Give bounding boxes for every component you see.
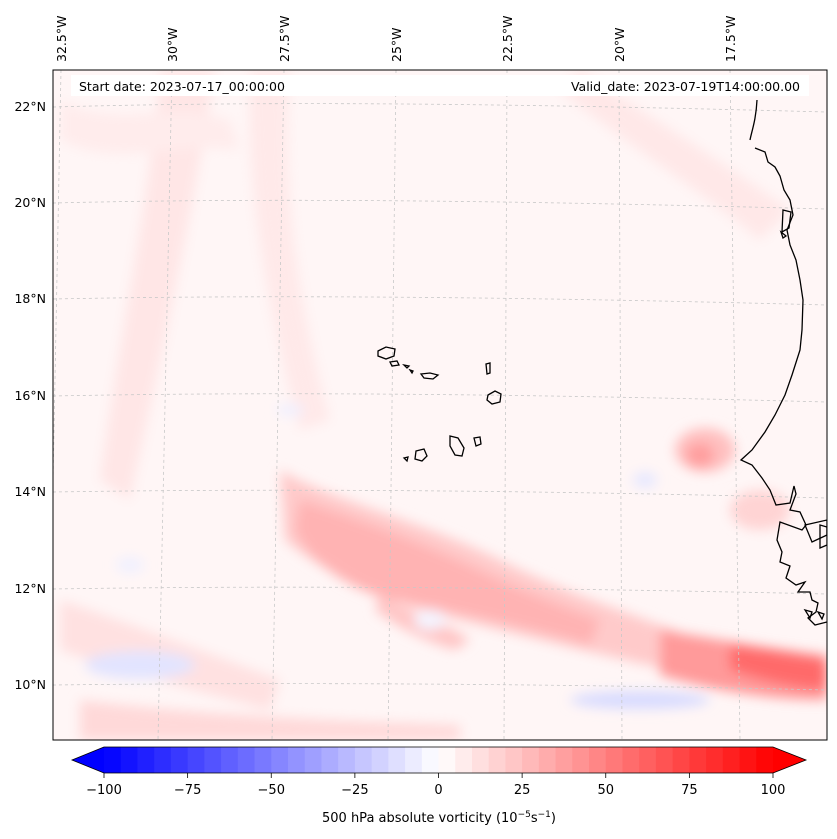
colorbar-cell xyxy=(221,747,239,773)
colorbar-cells xyxy=(104,747,774,773)
colorbar-cell xyxy=(388,747,406,773)
lat-label: 12°N xyxy=(14,581,46,596)
colorbar-tick-label: −100 xyxy=(86,783,122,798)
colorbar-cell xyxy=(321,747,339,773)
lat-label: 22°N xyxy=(14,99,46,114)
colorbar-tick-label: 50 xyxy=(597,783,614,798)
lat-label: 18°N xyxy=(14,291,46,306)
colorbar-cell xyxy=(137,747,155,773)
colorbar-cell xyxy=(154,747,172,773)
lat-label: 16°N xyxy=(14,388,46,403)
latitude-labels: 22°N 20°N 18°N 16°N 14°N 12°N 10°N xyxy=(14,99,46,692)
colorbar-cell xyxy=(555,747,573,773)
colorbar-cell xyxy=(371,747,389,773)
colorbar-tick-label: 25 xyxy=(514,783,531,798)
lon-label: 17.5°W xyxy=(723,16,738,62)
colorbar-cell xyxy=(170,747,189,773)
colorbar-cell xyxy=(572,747,590,773)
vorticity-patches xyxy=(60,70,827,740)
colorbar-cell xyxy=(455,747,473,773)
vorticity-field xyxy=(53,70,827,740)
colorbar-cell xyxy=(739,747,757,773)
valid-date: Valid_date: 2023-07-19T14:00:00.00 xyxy=(571,79,800,94)
colorbar-cell xyxy=(655,747,674,773)
colorbar-cell xyxy=(438,747,456,773)
colorbar-cell xyxy=(672,747,690,773)
colorbar-cell xyxy=(722,747,741,773)
colorbar-tick-label: 0 xyxy=(434,783,442,798)
colorbar-cell xyxy=(104,747,122,773)
colorbar: −100 −75 −50 −25 0 25 50 75 100 500 hPa absolute… xyxy=(70,746,808,826)
colorbar-label: 500 hPa absolute vorticity (10−5s−1) xyxy=(322,810,556,826)
colorbar-ticks: −100 −75 −50 −25 0 25 50 75 100 xyxy=(86,773,785,798)
colorbar-cell xyxy=(471,747,490,773)
colorbar-cell xyxy=(187,747,205,773)
colorbar-tick-label: −75 xyxy=(174,783,201,798)
map-frame xyxy=(52,69,828,741)
colorbar-cell xyxy=(287,747,306,773)
african-coastline xyxy=(739,99,827,626)
colorbar-cell xyxy=(505,747,523,773)
date-banner xyxy=(71,75,809,96)
colorbar-cell xyxy=(589,747,607,773)
colorbar-cell xyxy=(254,747,272,773)
graticule xyxy=(53,70,827,740)
cape-verde-islands xyxy=(377,346,502,463)
lon-label: 22.5°W xyxy=(500,16,515,62)
colorbar-tick-label: 100 xyxy=(761,783,786,798)
colorbar-cell xyxy=(354,747,373,773)
lat-label: 14°N xyxy=(14,484,46,499)
colorbar-cell xyxy=(421,747,440,773)
colorbar-cell xyxy=(488,747,507,773)
lon-label: 25°W xyxy=(389,27,404,62)
colorbar-cell xyxy=(756,747,774,773)
lon-label: 30°W xyxy=(165,27,180,62)
colorbar-min-arrow xyxy=(72,747,104,773)
colorbar-cell xyxy=(120,747,139,773)
lat-label: 10°N xyxy=(14,677,46,692)
colorbar-cell xyxy=(237,747,256,773)
start-date: Start date: 2023-07-17_00:00:00 xyxy=(79,79,285,94)
lat-label: 20°N xyxy=(14,195,46,210)
colorbar-cell xyxy=(204,747,222,773)
lon-label: 32.5°W xyxy=(54,16,69,62)
lon-label: 27.5°W xyxy=(277,16,292,62)
colorbar-cell xyxy=(538,747,557,773)
colorbar-tick-label: −50 xyxy=(258,783,285,798)
colorbar-cell xyxy=(522,747,540,773)
colorbar-tick-label: 75 xyxy=(681,783,698,798)
lon-label: 20°W xyxy=(612,27,627,62)
colorbar-cell xyxy=(271,747,289,773)
colorbar-cell xyxy=(304,747,323,773)
colorbar-cell xyxy=(405,747,423,773)
colorbar-tick-label: −25 xyxy=(341,783,368,798)
colorbar-cell xyxy=(689,747,707,773)
colorbar-cell xyxy=(706,747,724,773)
colorbar-cell xyxy=(338,747,356,773)
colorbar-cell xyxy=(622,747,640,773)
colorbar-cell xyxy=(605,747,624,773)
colorbar-cell xyxy=(639,747,657,773)
longitude-labels: 32.5°W 30°W 27.5°W 25°W 22.5°W 20°W 17.5… xyxy=(54,16,738,62)
colorbar-max-arrow xyxy=(773,747,806,773)
